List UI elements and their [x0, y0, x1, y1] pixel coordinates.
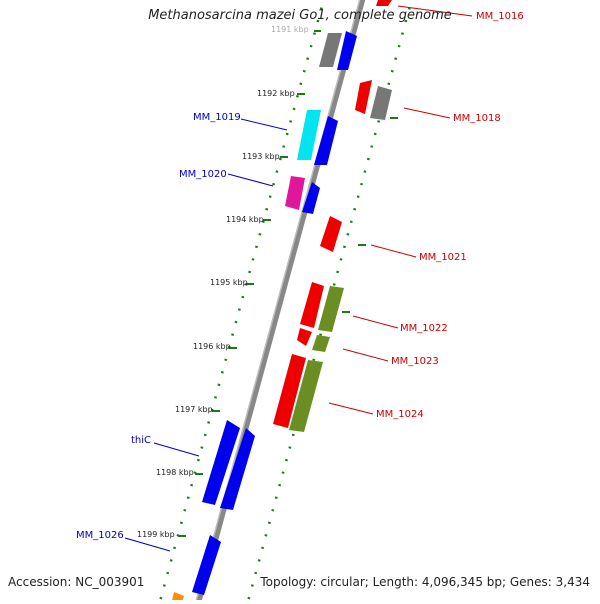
- map-title: Methanosarcina mazei Go1, complete genom…: [148, 8, 452, 23]
- gene-mm-1020[interactable]: [285, 176, 305, 210]
- leader-mm-1023: [342, 348, 389, 362]
- leader-mm-1022: [352, 315, 399, 329]
- gene-mm-1019[interactable]: [297, 110, 321, 160]
- gene-mm-1024-olive[interactable]: [289, 360, 323, 432]
- leader-lines: [124, 5, 473, 552]
- gene-thic-b[interactable]: [220, 428, 255, 510]
- genes: [171, 0, 392, 604]
- gene-blue-1019b[interactable]: [314, 116, 338, 165]
- gene-mm-1026[interactable]: [192, 535, 221, 595]
- label-mm-1021[interactable]: MM_1021: [419, 252, 467, 263]
- leader-mm-1021: [370, 244, 417, 258]
- leader-mm-1026: [124, 537, 171, 552]
- leader-mm-1016: [397, 5, 473, 17]
- kbp-label-1194: 1194 kbp: [226, 215, 264, 224]
- gene-mm-1018-gray[interactable]: [370, 86, 392, 120]
- leader-mm-1019: [240, 118, 288, 131]
- label-mm-1023[interactable]: MM_1023: [391, 356, 439, 367]
- label-mm-1026[interactable]: MM_1026: [76, 530, 124, 541]
- gene-mm-1018-red[interactable]: [355, 80, 372, 114]
- gene-mm-1023-red[interactable]: [297, 328, 312, 346]
- label-mm-1020[interactable]: MM_1020: [179, 169, 227, 180]
- kbp-label-1193: 1193 kbp: [242, 152, 280, 161]
- kbp-labels: 1191 kbp 1192 kbp 1193 kbp 1194 kbp 1195…: [137, 25, 309, 539]
- gene-orange-bottom[interactable]: [171, 592, 184, 604]
- kbp-label-1192: 1192 kbp: [257, 89, 295, 98]
- topology-text: Topology: circular; Length: 4,096,345 bp…: [260, 575, 590, 589]
- gene-blue-1020b[interactable]: [302, 182, 320, 214]
- gene-mm-1022-olive[interactable]: [318, 286, 344, 332]
- gene-blue-top[interactable]: [337, 31, 357, 70]
- label-mm-1018[interactable]: MM_1018: [453, 113, 501, 124]
- gene-thic-a[interactable]: [202, 420, 240, 505]
- gene-mm-1016[interactable]: [376, 0, 392, 6]
- label-mm-1016[interactable]: MM_1016: [476, 11, 524, 22]
- leader-mm-1024: [328, 402, 374, 415]
- leader-thic: [153, 442, 200, 457]
- kbp-label-1195: 1195 kbp: [210, 278, 248, 287]
- label-mm-1019[interactable]: MM_1019: [193, 112, 241, 123]
- label-mm-1024[interactable]: MM_1024: [376, 409, 424, 420]
- gene-mm-1022-red[interactable]: [300, 282, 324, 328]
- gene-gray-top[interactable]: [319, 33, 342, 67]
- leader-mm-1018: [403, 107, 451, 119]
- gene-mm-1023-olive[interactable]: [312, 335, 330, 352]
- kbp-label-1198: 1198 kbp: [156, 468, 194, 477]
- kbp-label-1197: 1197 kbp: [175, 405, 213, 414]
- left-tick-track: [157, 0, 325, 604]
- gene-mm-1021[interactable]: [320, 216, 342, 252]
- gene-labels: MM_1016 MM_1018 MM_1019 MM_1020 MM_1021 …: [76, 11, 524, 541]
- label-thic[interactable]: thiC: [131, 435, 151, 446]
- kbp-label-1199: 1199 kbp: [137, 530, 175, 539]
- kbp-label-1191: 1191 kbp: [271, 25, 309, 34]
- kbp-label-1196: 1196 kbp: [193, 342, 231, 351]
- gene-mm-1024-red[interactable]: [273, 354, 306, 428]
- label-mm-1022[interactable]: MM_1022: [400, 323, 448, 334]
- accession-text: Accession: NC_003901: [8, 575, 145, 589]
- major-ticks: [178, 30, 398, 537]
- leader-mm-1020: [227, 173, 274, 187]
